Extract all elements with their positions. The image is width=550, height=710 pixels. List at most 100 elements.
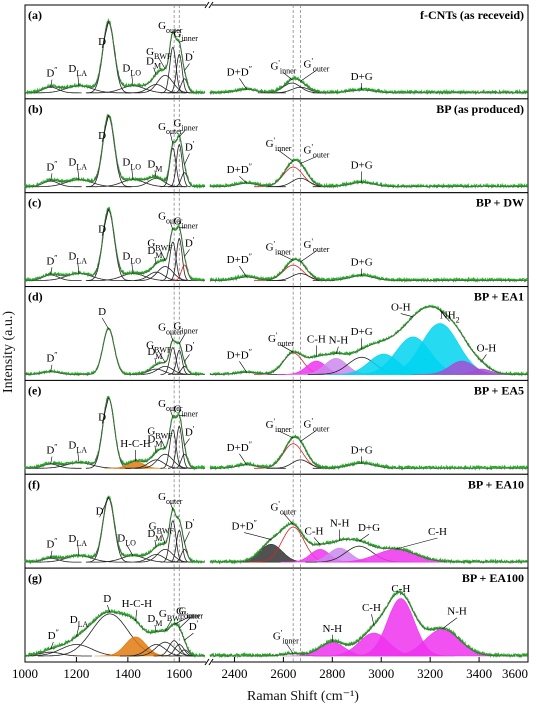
peak-label: G'inner — [270, 59, 296, 76]
cumulative-fit — [210, 160, 528, 188]
peak-marker — [285, 642, 294, 654]
cumulative-fit — [25, 21, 205, 94]
peak-marker — [158, 57, 166, 70]
x-tick-label: 3600 — [502, 666, 528, 681]
x-tick-label: 1200 — [63, 666, 89, 681]
peak-label: C-H — [304, 525, 323, 537]
peak-label: D+G — [358, 522, 380, 534]
peak-label: D' — [185, 340, 195, 354]
sample-label: BP + EA5 — [474, 383, 524, 397]
peak-marker — [50, 642, 54, 650]
peak-marker — [300, 430, 317, 442]
peak-label: D' — [185, 235, 195, 249]
peak-marker — [170, 222, 174, 230]
peak-label: Gouter — [158, 20, 183, 35]
peak-label: D+G — [351, 71, 373, 83]
peak-label: DLA — [68, 157, 87, 172]
sample-label: f-CNTs (as receveid) — [420, 8, 524, 22]
cumulative-fit — [25, 397, 205, 469]
peak-marker — [179, 617, 192, 629]
peak-label: D — [103, 593, 111, 605]
peak-label: DM — [147, 434, 162, 449]
x-tick-label: 1400 — [115, 666, 141, 681]
peak-label: DM — [147, 528, 162, 543]
peak-label: DLO — [117, 533, 136, 548]
peak-marker — [283, 72, 293, 80]
peak-label: D — [98, 36, 106, 48]
peak-label: DLO — [122, 157, 141, 172]
peak-marker — [131, 74, 134, 86]
peak-label: DM — [147, 158, 162, 173]
peak-label: C-H — [307, 333, 326, 345]
fitted-component — [167, 237, 191, 281]
peak-label: D' — [185, 140, 195, 154]
peak-marker — [184, 632, 194, 641]
peak-label: D″ — [46, 443, 57, 457]
peak-marker — [161, 532, 166, 544]
peak-label: DLO — [122, 63, 141, 78]
peak-marker — [107, 604, 111, 613]
peak-label: DM — [147, 613, 162, 628]
peak-label: G'inner — [266, 136, 292, 153]
peak-label: G'outer — [268, 331, 294, 348]
peak-marker — [184, 531, 190, 543]
fitted-component — [94, 636, 177, 657]
peak-marker — [77, 168, 80, 180]
peak-marker — [77, 451, 80, 463]
peak-label: D″ — [46, 66, 57, 80]
peak-marker — [101, 21, 109, 49]
peak-label: D+D″ — [227, 440, 252, 454]
axis-break-mark — [204, 658, 210, 666]
cumulative-fit — [210, 306, 528, 375]
panel-tag: (d) — [28, 290, 43, 304]
peak-label: D — [98, 224, 106, 236]
peak-marker — [101, 209, 109, 236]
peak-label: D — [98, 306, 106, 318]
peak-marker — [395, 537, 438, 550]
peak-label: Gouter — [158, 321, 183, 336]
peak-label: D+D″ — [227, 252, 252, 266]
peak-marker — [184, 153, 190, 165]
peak-marker — [153, 67, 157, 75]
peak-label: G'inner — [266, 239, 292, 256]
fitted-component — [134, 549, 196, 563]
peak-marker — [159, 249, 166, 261]
peak-label: DM — [146, 56, 161, 71]
fitted-component — [134, 453, 196, 469]
peak-marker — [313, 537, 321, 545]
peak-label: DM — [147, 346, 162, 361]
axis-break-gap — [206, 659, 212, 665]
panel-tag: (c) — [28, 196, 41, 210]
panels-layer: (a) f-CNTs (as receveid)D″ DLADDLODMGBWFGo… — [24, 4, 529, 663]
fitted-component — [168, 143, 191, 188]
peak-marker — [126, 544, 134, 556]
cumulative-fit — [210, 592, 528, 657]
peak-marker — [158, 351, 166, 363]
peak-label: DLA — [68, 63, 87, 78]
peak-label: Gouter — [176, 605, 201, 620]
fitted-component — [168, 529, 191, 563]
peak-marker — [239, 265, 247, 278]
peak-marker — [154, 170, 157, 178]
peak-marker — [278, 430, 294, 439]
peak-label: DLO — [122, 250, 141, 265]
x-tick-label: 2400 — [221, 666, 247, 681]
fitted-component — [160, 147, 186, 188]
peak-label: DM — [147, 245, 162, 260]
fitted-component — [160, 429, 186, 469]
peak-marker — [300, 156, 317, 164]
panel-tag: (g) — [28, 571, 42, 585]
peak-label: D+D″ — [227, 347, 252, 361]
peak-label: D' — [185, 518, 195, 532]
x-tick-label: 3400 — [466, 666, 492, 681]
peak-marker — [50, 456, 53, 464]
peak-label: Ginner — [179, 605, 204, 620]
panel-frame — [24, 192, 529, 288]
cumulative-fit — [210, 523, 528, 563]
fitted-component — [85, 22, 132, 94]
peak-marker — [280, 344, 294, 353]
peak-label: GBWF — [146, 46, 172, 61]
peak-label: O-H — [477, 342, 497, 354]
peak-label: DLA — [68, 251, 87, 266]
